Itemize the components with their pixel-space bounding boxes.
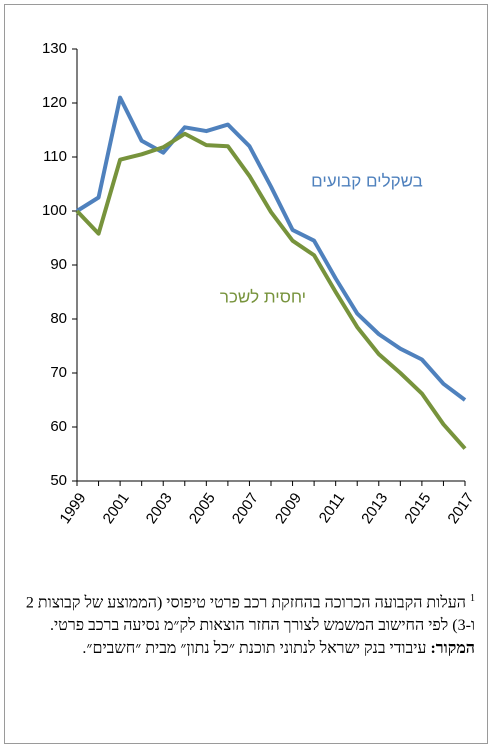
footnote-text: העלות הקבועה הכרוכה בהחזקת רכב פרטי טיפו… [25, 594, 475, 635]
x-tick-label: 2011 [316, 490, 348, 526]
chart: 50 60 70 80 90 100 110 120 130 1999 2001 2003 2005 20… [42, 40, 478, 527]
x-tick-label: 2009 [272, 490, 305, 527]
y-tick-label: 120 [42, 94, 67, 111]
y-tick-label: 100 [42, 202, 67, 219]
x-tick-label: 2015 [401, 490, 434, 527]
x-tick-label: 2013 [358, 490, 391, 527]
y-tick-label: 50 [50, 472, 67, 489]
source: המקור: עיבודי בנק ישראל לנתוני תוכנת ״כל… [23, 637, 475, 660]
source-text: עיבודי בנק ישראל לנתוני תוכנת ״כל נתון״ … [82, 640, 427, 658]
y-tick-label: 110 [43, 148, 67, 165]
x-tick-label: 2017 [444, 490, 477, 527]
x-tick-label: 2007 [229, 490, 262, 527]
series-label: בשקלים קבועים [311, 171, 423, 190]
series-label: יחסית לשכר [220, 287, 306, 306]
x-tick-label: 2001 [100, 490, 133, 527]
x-tick-label: 2003 [143, 490, 176, 527]
series-line [75, 131, 467, 450]
notes: 1 העלות הקבועה הכרוכה בהחזקת רכב פרטי טי… [23, 587, 475, 660]
figure-frame: 50 60 70 80 90 100 110 120 130 1999 2001 2003 2005 20… [4, 4, 488, 744]
y-tick-label: 60 [50, 418, 67, 435]
x-tick-label: 2005 [186, 490, 219, 527]
footnote: 1 העלות הקבועה הכרוכה בהחזקת רכב פרטי טי… [23, 587, 475, 637]
y-tick-label: 130 [42, 40, 67, 57]
series-line [75, 95, 467, 402]
y-tick-label: 80 [50, 310, 67, 327]
footnote-marker: 1 [470, 593, 475, 604]
x-tick-label: 1999 [56, 490, 89, 527]
y-tick-label: 90 [50, 256, 67, 273]
source-label: המקור: [430, 640, 475, 658]
y-tick-label: 70 [50, 364, 67, 381]
